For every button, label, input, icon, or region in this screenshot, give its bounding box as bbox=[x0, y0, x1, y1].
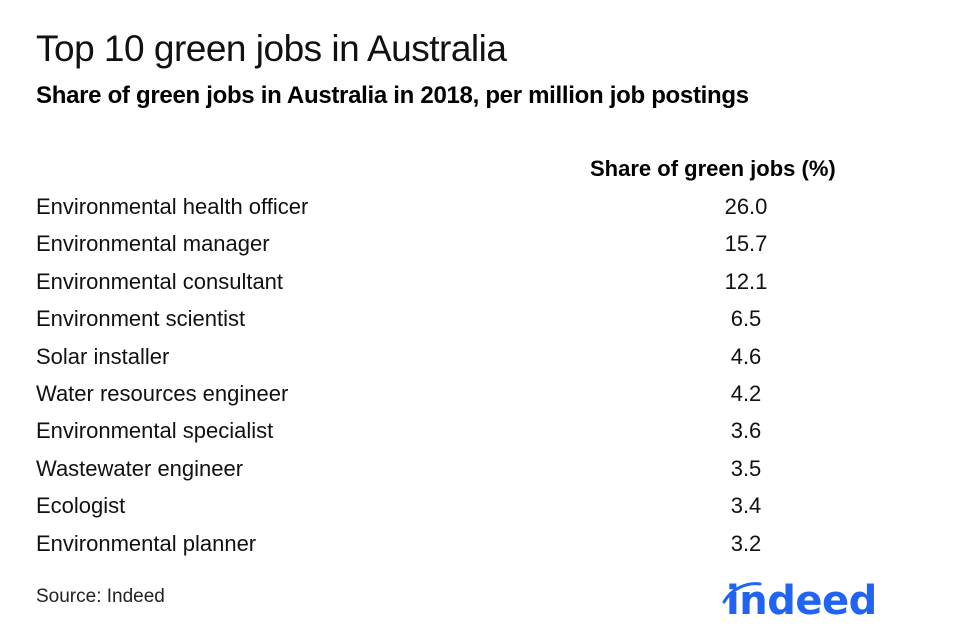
logo-arc-icon bbox=[722, 582, 762, 604]
chart-title: Top 10 green jobs in Australia bbox=[36, 28, 507, 69]
chart-subtitle: Share of green jobs in Australia in 2018… bbox=[36, 82, 749, 109]
share-value: 26.0 bbox=[724, 194, 768, 219]
share-value: 4.2 bbox=[730, 380, 762, 406]
job-label: Water resources engineer bbox=[36, 380, 289, 406]
share-value: 12.1 bbox=[724, 268, 768, 294]
job-label: Environment scientist bbox=[36, 306, 246, 332]
share-value: 3.6 bbox=[730, 418, 762, 444]
jobs-table: Environmental health officer 26.0 Enviro… bbox=[36, 192, 936, 566]
job-label: Ecologist bbox=[36, 493, 126, 519]
column-header-share: Share of green jobs (%) bbox=[590, 156, 836, 181]
job-label: Environmental manager bbox=[36, 231, 270, 257]
table-row: Environmental consultant 12.1 bbox=[36, 267, 936, 304]
logo-wordmark: indeed bbox=[726, 578, 877, 624]
table-row: Ecologist 3.4 bbox=[36, 491, 936, 528]
table-row: Environmental planner 3.2 bbox=[36, 529, 936, 566]
table-row: Wastewater engineer 3.5 bbox=[36, 454, 936, 491]
job-label: Environmental consultant bbox=[36, 268, 284, 294]
job-label: Environmental planner bbox=[36, 530, 257, 556]
source-note: Source: Indeed bbox=[36, 586, 165, 607]
share-value: 3.5 bbox=[730, 455, 762, 481]
job-label: Environmental health officer bbox=[36, 194, 309, 219]
share-value: 4.6 bbox=[730, 343, 762, 369]
table-row: Environmental manager 15.7 bbox=[36, 229, 936, 266]
job-label: Wastewater engineer bbox=[36, 455, 244, 481]
share-value: 15.7 bbox=[724, 231, 768, 257]
table-row: Environment scientist 6.5 bbox=[36, 304, 936, 341]
table-row: Water resources engineer 4.2 bbox=[36, 379, 936, 416]
table-row: Environmental health officer 26.0 bbox=[36, 192, 936, 229]
table-row: Environmental specialist 3.6 bbox=[36, 416, 936, 453]
table-row: Solar installer 4.6 bbox=[36, 342, 936, 379]
share-value: 3.2 bbox=[730, 530, 762, 556]
job-label: Environmental specialist bbox=[36, 418, 274, 444]
indeed-logo: indeed bbox=[720, 578, 930, 626]
share-value: 3.4 bbox=[730, 493, 762, 519]
share-value: 6.5 bbox=[730, 306, 762, 332]
job-label: Solar installer bbox=[36, 343, 170, 369]
